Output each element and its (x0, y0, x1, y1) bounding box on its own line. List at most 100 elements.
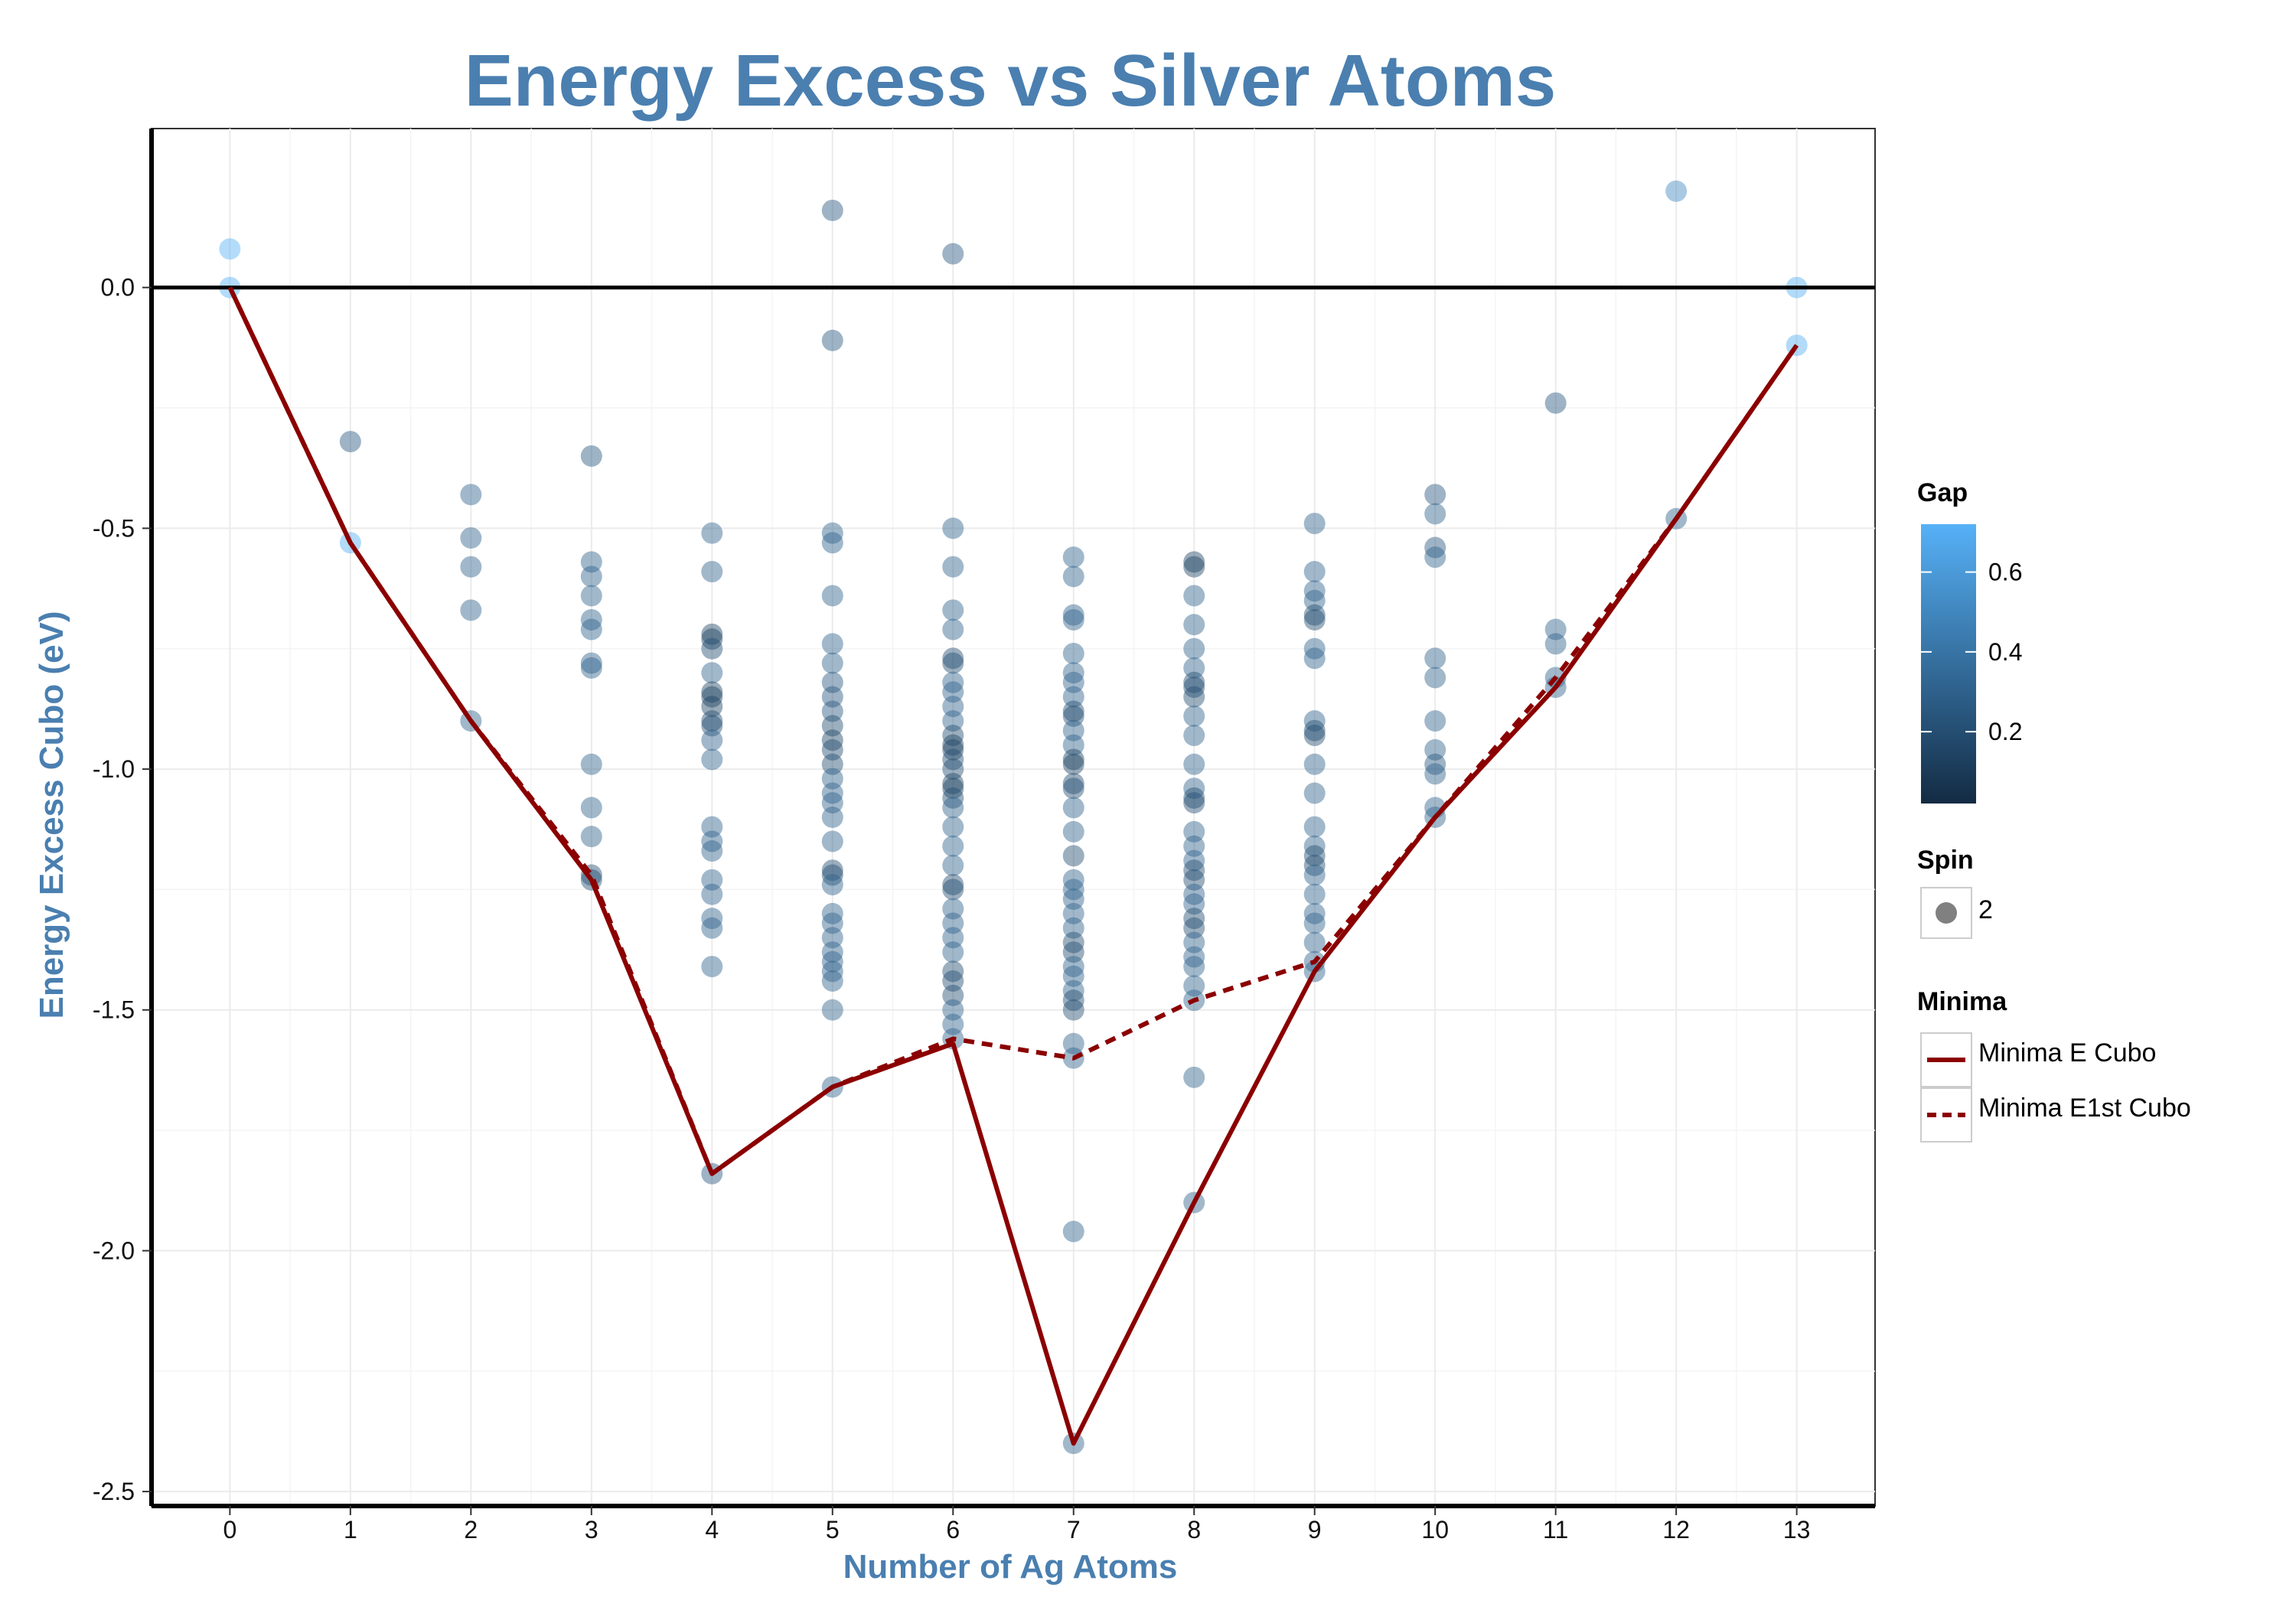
data-point (580, 797, 602, 819)
data-point (580, 618, 602, 641)
data-point (1062, 797, 1084, 819)
data-point (701, 715, 723, 737)
data-point (701, 917, 723, 939)
data-point (942, 681, 964, 703)
data-point (1183, 975, 1205, 997)
data-point (1183, 686, 1205, 708)
data-point (1424, 738, 1446, 761)
data-point (942, 797, 964, 819)
scatter-points (219, 180, 1808, 1455)
data-point (821, 960, 843, 983)
y-tick-label: -1.5 (93, 996, 135, 1024)
data-point (942, 874, 964, 896)
data-point (580, 566, 602, 588)
data-point (942, 696, 964, 718)
data-point (942, 652, 964, 674)
data-point (942, 618, 964, 641)
data-point (1062, 734, 1084, 756)
x-tick-label: 2 (464, 1516, 478, 1543)
data-point (1062, 719, 1084, 742)
data-point (1424, 710, 1446, 732)
data-point (1062, 989, 1084, 1012)
data-point (821, 522, 843, 544)
data-point (1183, 917, 1205, 939)
data-point (821, 782, 843, 804)
data-point (1424, 763, 1446, 785)
data-point (1062, 999, 1084, 1021)
data-point (1183, 869, 1205, 891)
data-point (1303, 753, 1326, 775)
data-point (1062, 686, 1084, 708)
data-point (701, 840, 723, 862)
data-point (1303, 710, 1326, 732)
axes: 0 1 2 3 4 5 6 7 8 9 10 11 12 130.0-0.5-1.0-1.5-2.0-2.… (93, 129, 1875, 1543)
data-point (942, 758, 964, 781)
minima-legend-title: Minima (1917, 987, 2007, 1016)
data-point (1183, 859, 1205, 882)
data-point (1183, 671, 1205, 693)
data-point (1062, 748, 1084, 771)
gap-colorbar (1921, 524, 1976, 804)
data-point (1544, 392, 1567, 414)
data-point (942, 517, 964, 539)
data-point (942, 599, 964, 621)
data-point (1303, 647, 1326, 670)
data-point (580, 652, 602, 674)
data-point (1303, 782, 1326, 804)
data-point (1183, 556, 1205, 578)
data-point (580, 826, 602, 848)
data-point (1062, 671, 1084, 693)
data-point (701, 908, 723, 930)
data-point (701, 522, 723, 544)
data-point (580, 445, 602, 467)
data-point (1183, 849, 1205, 872)
data-point (701, 662, 723, 684)
x-tick-label: 3 (585, 1516, 598, 1543)
data-point (1183, 705, 1205, 727)
data-point (1062, 604, 1084, 626)
data-point (1062, 917, 1084, 939)
data-point (1424, 647, 1446, 670)
data-point (1062, 1032, 1084, 1054)
data-point (942, 1013, 964, 1035)
y-axis-title: Energy Excess Cubo (eV) (33, 611, 70, 1019)
data-point (821, 715, 843, 737)
data-point (701, 686, 723, 708)
data-point (460, 599, 482, 621)
data-point (942, 734, 964, 756)
data-point (1183, 637, 1205, 660)
data-point (942, 999, 964, 1021)
data-point (1183, 893, 1205, 915)
data-point (942, 671, 964, 693)
data-point (821, 729, 843, 751)
data-point (1062, 902, 1084, 924)
data-point (942, 787, 964, 809)
x-tick-label: 0 (223, 1516, 236, 1543)
data-point (1303, 912, 1326, 934)
minima-e-cubo-line (227, 286, 1799, 1446)
data-point (1183, 676, 1205, 699)
data-point (1062, 869, 1084, 891)
x-tick-label: 10 (1421, 1516, 1449, 1543)
data-point (942, 738, 964, 761)
data-point (1303, 604, 1326, 626)
minima-lines (152, 285, 1875, 1446)
data-point (701, 628, 723, 650)
data-point (821, 532, 843, 554)
data-point (821, 950, 843, 973)
data-point (701, 681, 723, 703)
data-point (1183, 946, 1205, 968)
x-tick-label: 6 (946, 1516, 960, 1543)
data-point (1303, 513, 1326, 535)
data-point (821, 671, 843, 693)
data-point (821, 329, 843, 351)
data-point (701, 830, 723, 852)
data-point (942, 647, 964, 670)
data-point (1062, 777, 1084, 800)
data-point (942, 912, 964, 934)
data-point (1183, 753, 1205, 775)
data-point (1183, 725, 1205, 747)
data-point (1303, 835, 1326, 857)
data-point (701, 696, 723, 718)
gap-legend-title: Gap (1917, 478, 1968, 507)
